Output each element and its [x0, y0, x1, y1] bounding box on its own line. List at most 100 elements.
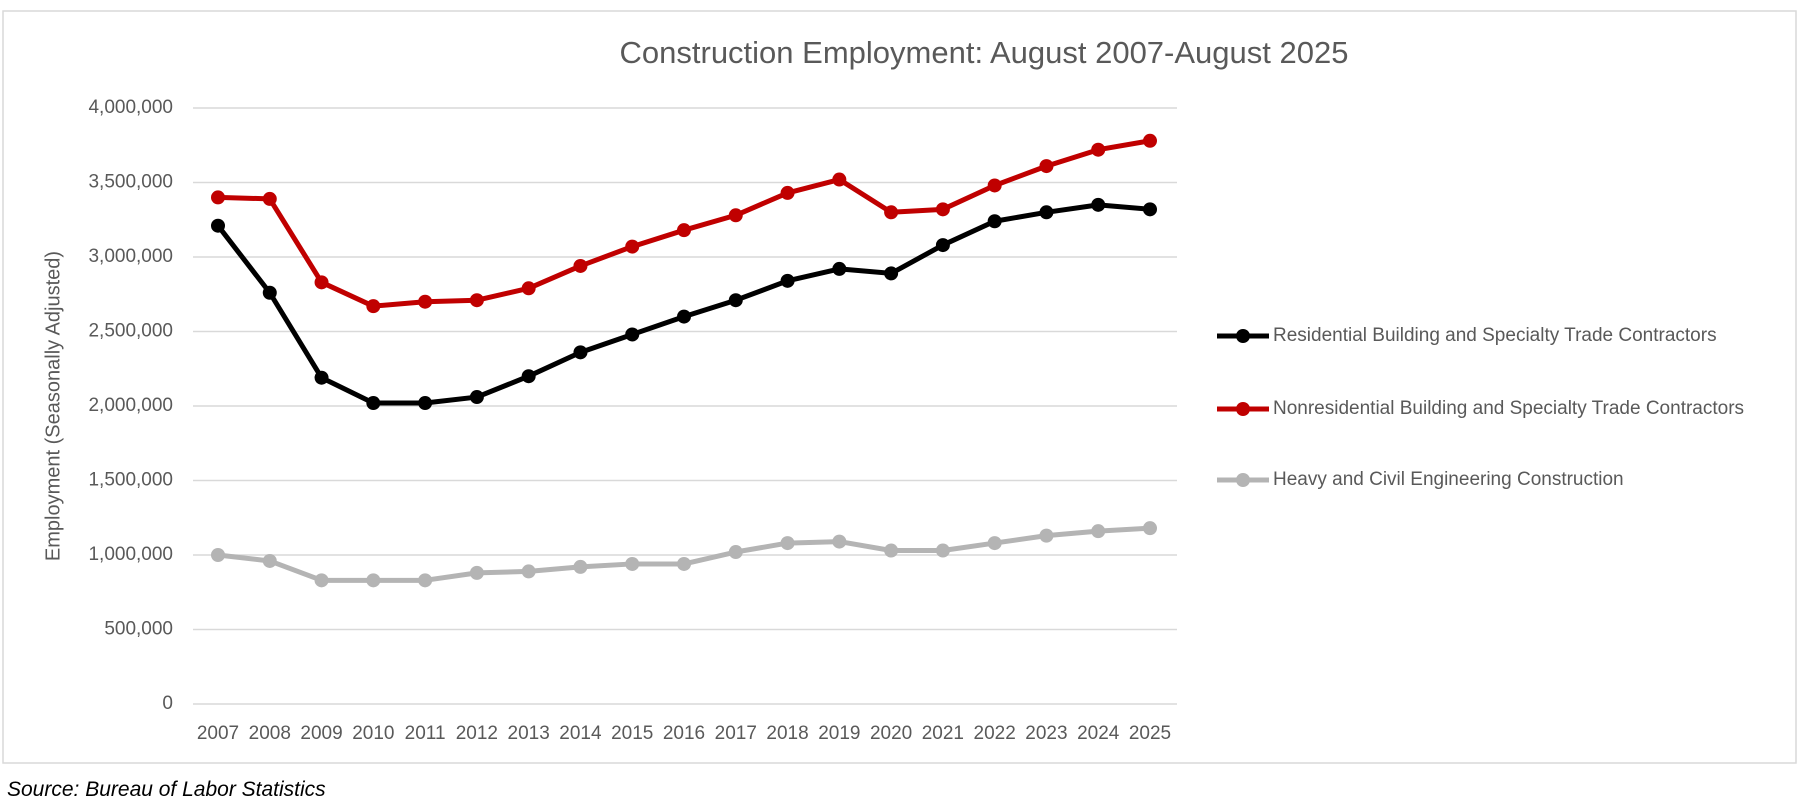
legend-key-marker — [1236, 329, 1250, 343]
x-tick-label: 2011 — [405, 723, 446, 744]
data-point — [832, 261, 847, 276]
x-tick-label: 2009 — [300, 723, 342, 744]
data-point — [728, 293, 743, 308]
data-point — [1039, 528, 1054, 543]
x-tick-label: 2019 — [818, 723, 860, 744]
y-tick-label: 1,000,000 — [88, 544, 173, 565]
data-point — [1143, 133, 1157, 148]
legend-label: Residential Building and Specialty Trade… — [1273, 325, 1717, 346]
data-point — [625, 239, 640, 254]
legend-key-marker — [1236, 402, 1250, 416]
legend-item: Residential Building and Specialty Trade… — [1217, 322, 1777, 350]
x-tick-label: 2017 — [715, 723, 757, 744]
data-point — [832, 534, 847, 549]
data-point — [262, 191, 277, 206]
data-point — [780, 273, 795, 288]
y-axis-label: Employment (Seasonally Adjusted) — [42, 251, 64, 561]
data-point — [935, 238, 950, 253]
y-tick-label: 3,500,000 — [88, 172, 173, 193]
data-point — [211, 218, 225, 233]
data-point — [832, 172, 847, 187]
data-point — [314, 275, 329, 290]
y-tick-label: 0 — [162, 693, 173, 714]
x-tick-label: 2018 — [766, 723, 808, 744]
source-note: Source: Bureau of Labor Statistics — [7, 778, 326, 801]
data-point — [366, 396, 381, 411]
data-point — [884, 543, 899, 558]
y-tick-label: 4,000,000 — [88, 97, 173, 118]
data-point — [521, 281, 536, 296]
data-point — [625, 556, 640, 571]
x-tick-label: 2025 — [1129, 723, 1171, 744]
legend-label: Heavy and Civil Engineering Construction — [1273, 469, 1624, 490]
data-point — [211, 190, 225, 205]
legend-key — [1217, 402, 1269, 416]
data-point — [987, 178, 1002, 193]
x-tick-label: 2008 — [249, 723, 291, 744]
x-tick-label: 2023 — [1025, 723, 1067, 744]
data-point — [625, 327, 640, 342]
data-point — [469, 293, 484, 308]
data-point — [521, 564, 536, 579]
data-point — [262, 285, 277, 300]
data-point — [884, 266, 899, 281]
x-tick-label: 2016 — [663, 723, 705, 744]
data-point — [573, 258, 588, 273]
data-point — [1091, 524, 1106, 539]
data-point — [1143, 202, 1157, 217]
data-point — [677, 223, 691, 238]
x-tick-label: 2012 — [456, 723, 498, 744]
legend-item: Nonresidential Building and Specialty Tr… — [1217, 395, 1777, 423]
chart-border — [2, 10, 1797, 764]
data-point — [728, 545, 743, 560]
data-point — [1091, 142, 1106, 157]
y-tick-label: 1,500,000 — [88, 470, 173, 491]
data-point — [987, 214, 1002, 229]
x-tick-label: 2015 — [611, 723, 653, 744]
data-point — [1143, 521, 1157, 536]
data-point — [1039, 205, 1054, 220]
data-point — [469, 565, 484, 580]
data-point — [521, 369, 536, 384]
data-point — [780, 185, 795, 200]
data-point — [573, 345, 588, 360]
data-point — [935, 543, 950, 558]
data-point — [573, 559, 588, 574]
data-point — [677, 556, 691, 571]
data-point — [728, 208, 743, 223]
legend-key — [1217, 329, 1269, 343]
data-point — [418, 396, 433, 411]
data-point — [366, 573, 381, 588]
data-point — [211, 548, 225, 562]
data-point — [780, 536, 795, 551]
x-tick-label: 2021 — [922, 723, 964, 744]
y-tick-label: 2,000,000 — [88, 395, 173, 416]
data-point — [314, 370, 329, 385]
legend-key-marker — [1236, 473, 1250, 487]
legend-label: Nonresidential Building and Specialty Tr… — [1273, 398, 1745, 419]
legend-item: Heavy and Civil Engineering Construction — [1217, 466, 1777, 494]
y-tick-label: 500,000 — [104, 619, 173, 640]
data-point — [935, 202, 950, 217]
chart-title: Construction Employment: August 2007-Aug… — [620, 35, 1349, 70]
x-tick-label: 2020 — [870, 723, 912, 744]
data-point — [884, 205, 899, 220]
data-point — [418, 294, 433, 309]
y-tick-label: 2,500,000 — [88, 321, 173, 342]
data-point — [418, 573, 433, 588]
data-point — [987, 536, 1002, 551]
data-point — [262, 553, 277, 568]
y-tick-label: 3,000,000 — [88, 246, 173, 267]
data-point — [469, 390, 484, 405]
data-point — [366, 299, 381, 314]
data-point — [677, 309, 691, 324]
x-tick-label: 2007 — [197, 723, 239, 744]
data-point — [1039, 159, 1054, 174]
x-tick-label: 2022 — [974, 723, 1016, 744]
x-tick-label: 2010 — [352, 723, 394, 744]
x-tick-label: 2014 — [559, 723, 602, 744]
data-point — [1091, 197, 1106, 212]
x-tick-label: 2013 — [508, 723, 550, 744]
